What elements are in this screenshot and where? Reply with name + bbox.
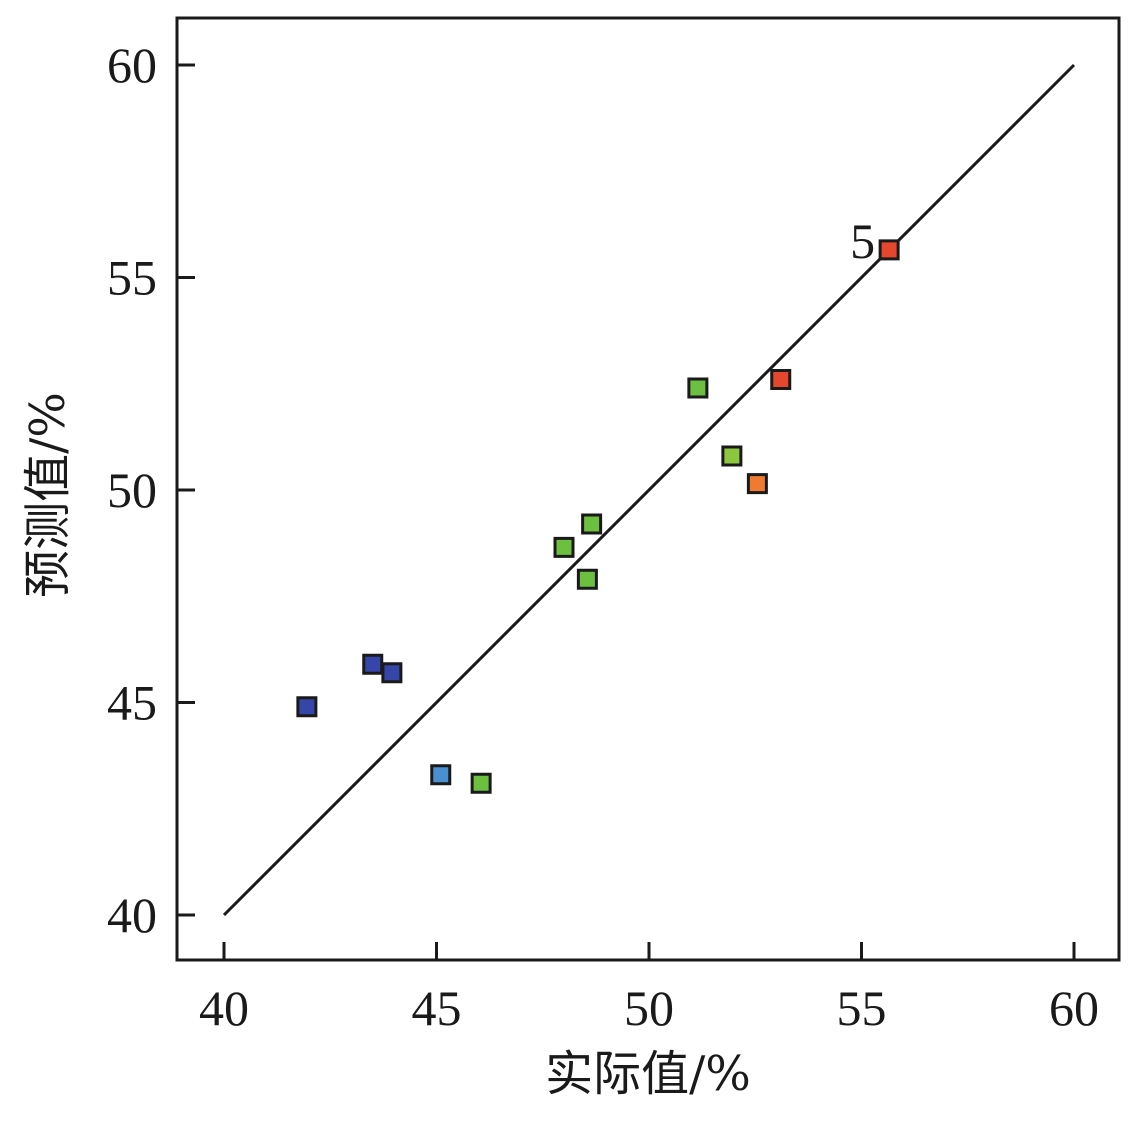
data-point: [381, 662, 403, 684]
x-tick-label: 40: [199, 980, 249, 1036]
y-tick-label: 40: [107, 887, 157, 943]
data-points: 5: [296, 213, 900, 794]
x-axis-ticks: 40 45 50 55 60: [199, 942, 1099, 1036]
point-label: 5: [850, 213, 875, 269]
reference-line: [222, 63, 1076, 917]
x-axis-title: 实际值/%: [545, 1046, 751, 1102]
data-point: [576, 568, 598, 590]
x-tick-label: 50: [624, 980, 674, 1036]
y-tick-label: 45: [107, 675, 157, 731]
data-point: [362, 653, 384, 675]
data-point: [430, 764, 452, 786]
data-point: [878, 239, 900, 261]
data-point: [296, 696, 318, 718]
x-tick-label: 60: [1049, 980, 1099, 1036]
data-point: [470, 772, 492, 794]
data-point: [721, 445, 743, 467]
data-point: [746, 473, 768, 495]
x-tick-label: 55: [837, 980, 887, 1036]
data-point: [553, 536, 575, 558]
y-tick-label: 55: [107, 250, 157, 306]
y-axis-ticks: 40 45 50 55 60: [107, 37, 195, 943]
y-axis-title: 预测值/%: [20, 392, 76, 598]
data-point: [687, 377, 709, 399]
data-point: [581, 513, 603, 535]
data-point: [770, 369, 792, 390]
y-tick-label: 50: [107, 462, 157, 518]
y-tick-label: 60: [107, 37, 157, 93]
x-tick-label: 45: [412, 980, 462, 1036]
